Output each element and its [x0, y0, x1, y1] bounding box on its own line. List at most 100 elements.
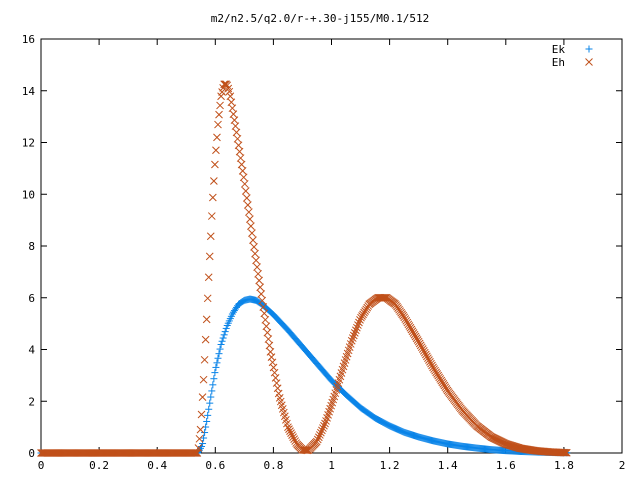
x-tick-label: 0.8: [263, 459, 283, 472]
data-point: [260, 309, 269, 318]
data-point: [348, 334, 357, 342]
data-point: [248, 229, 256, 237]
data-point: [262, 322, 271, 331]
data-point: [216, 101, 224, 110]
data-point: [287, 429, 295, 437]
y-tick-label: 8: [28, 240, 35, 253]
data-point: [191, 449, 200, 457]
data-point: [259, 303, 268, 311]
y-tick-label: 10: [22, 188, 35, 201]
data-point: [211, 160, 219, 169]
data-point: [421, 350, 430, 359]
data-point: [203, 417, 211, 425]
data-point: [419, 347, 428, 355]
data-point: [561, 448, 570, 457]
data-point: [233, 134, 242, 143]
data-point: [413, 336, 422, 344]
data-point: [221, 328, 229, 336]
data-point: [408, 327, 417, 336]
data-point: [406, 323, 415, 332]
series-layer: [37, 80, 571, 457]
data-point: [424, 354, 432, 363]
data-point: [242, 194, 251, 202]
legend-label-eh: Eh: [552, 56, 565, 69]
data-point: [216, 345, 224, 353]
data-point: [236, 154, 245, 162]
series-eh: [37, 80, 571, 457]
data-point: [204, 273, 213, 282]
data-point: [222, 324, 230, 332]
legend-marker-eh: [585, 58, 593, 66]
legend-marker-ek: [585, 45, 593, 53]
data-point: [205, 405, 213, 413]
data-point: [202, 315, 211, 324]
data-point: [317, 428, 325, 437]
data-point: [401, 315, 410, 323]
data-point: [234, 141, 243, 150]
data-point: [263, 328, 272, 337]
data-point: [198, 393, 207, 401]
x-tick-label: 0.4: [147, 459, 167, 472]
data-point: [291, 437, 300, 445]
data-point: [420, 348, 429, 357]
data-point: [201, 429, 209, 437]
data-point: [197, 410, 206, 419]
data-point: [212, 363, 220, 371]
data-point: [349, 331, 358, 340]
data-point: [246, 215, 254, 223]
data-point: [380, 293, 389, 302]
data-point: [239, 173, 248, 182]
data-point: [414, 337, 423, 346]
data-point: [207, 393, 215, 401]
data-point: [267, 353, 276, 361]
data-point: [251, 249, 259, 258]
data-point: [214, 354, 222, 362]
data-point: [425, 356, 433, 364]
data-point: [354, 321, 362, 329]
data-point: [241, 187, 250, 195]
data-point: [209, 381, 217, 389]
data-point: [416, 341, 425, 350]
data-point: [559, 448, 568, 457]
data-point: [213, 133, 221, 142]
data-point: [250, 243, 258, 251]
data-point: [205, 252, 214, 261]
data-point: [200, 355, 209, 364]
data-point: [288, 431, 296, 439]
data-point: [315, 431, 324, 439]
data-point: [208, 387, 216, 395]
x-tick-label: 0: [38, 459, 45, 472]
data-point: [312, 437, 321, 446]
data-point: [253, 263, 261, 271]
data-point: [409, 329, 418, 337]
data-point: [272, 379, 281, 387]
data-point: [194, 444, 203, 452]
data-point: [404, 320, 413, 329]
data-point: [273, 384, 282, 393]
data-point: [213, 359, 221, 367]
data-point: [198, 442, 206, 450]
series-ek: [37, 295, 571, 457]
data-point: [217, 341, 225, 349]
data-point: [207, 212, 216, 220]
data-point: [274, 389, 283, 398]
data-point: [247, 222, 255, 230]
legend-label-ek: Ek: [552, 43, 566, 56]
x-tick-label: 1: [328, 459, 335, 472]
data-point: [417, 343, 426, 352]
data-point: [204, 411, 212, 419]
axis-ticks: 0 0.2 0.4 0.6 0.8 1 1.2 1.4 1.6 1.8 2 0 2 4 6 8 10 12 14 16: [22, 33, 626, 472]
data-point: [318, 426, 326, 435]
data-point: [289, 433, 297, 441]
chart-title: m2/n2.5/q2.0/r-+.30-j155/M0.1/512: [211, 12, 430, 25]
data-point: [215, 110, 223, 119]
data-point: [270, 368, 279, 377]
data-point: [269, 363, 278, 372]
data-point: [319, 424, 327, 432]
data-point: [192, 449, 201, 457]
data-point: [201, 335, 210, 344]
x-tick-label: 1.2: [380, 459, 400, 472]
y-tick-label: 0: [28, 447, 35, 460]
y-tick-label: 12: [22, 137, 35, 150]
